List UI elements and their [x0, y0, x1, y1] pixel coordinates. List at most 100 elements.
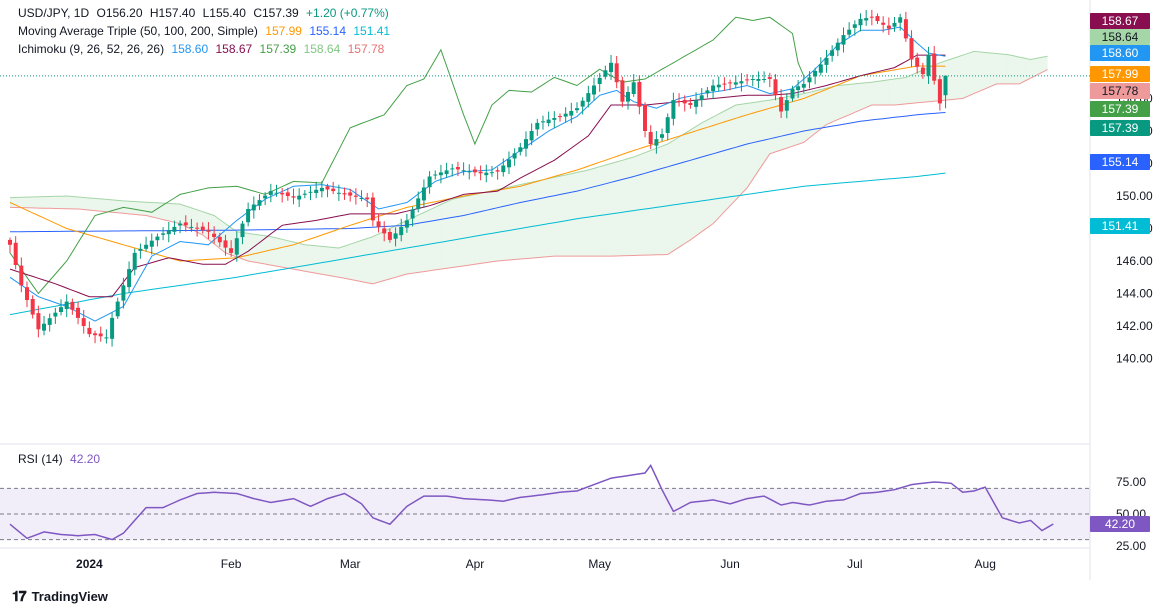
cloud-segment	[1041, 56, 1048, 73]
cloud-segment	[83, 197, 90, 211]
cloud-segment	[542, 178, 549, 258]
time-tick-label: Jun	[720, 557, 739, 571]
candle-body	[30, 299, 35, 315]
time-tick-label: Jul	[847, 557, 862, 571]
price-label-text: 158.60	[1102, 46, 1139, 60]
cloud-segment	[418, 212, 424, 273]
cloud-segment	[61, 196, 67, 209]
cloud-segment	[548, 177, 555, 257]
cloud-segment	[979, 51, 986, 92]
ma-legend[interactable]: Moving Average Triple (50, 100, 200, Sim…	[18, 24, 394, 38]
cloud-segment	[990, 53, 997, 87]
candle-body	[206, 229, 211, 232]
candle-body	[864, 18, 869, 21]
cloud-segment	[429, 207, 436, 271]
candle-body	[858, 18, 863, 26]
candle-body	[416, 198, 421, 210]
cloud-segment	[866, 82, 872, 108]
symbol-legend: USD/JPY, 1D O156.20 H157.40 L155.40 C157…	[18, 6, 393, 20]
candle-body	[767, 77, 772, 79]
candle-body	[200, 226, 205, 231]
candle-body	[399, 226, 404, 236]
candle-body	[875, 16, 880, 22]
candle-body	[614, 63, 619, 83]
cloud-segment	[72, 196, 79, 209]
candle-body	[314, 189, 319, 193]
cloud-segment	[259, 235, 266, 265]
cloud-segment	[985, 52, 991, 89]
price-label-tag	[1090, 83, 1150, 99]
candle-body	[382, 228, 387, 234]
cloud-segment	[565, 173, 572, 257]
cloud-segment	[747, 102, 753, 188]
candle-body	[308, 191, 313, 193]
candle-body	[699, 95, 704, 101]
price-label-tag	[1090, 13, 1150, 29]
price-label-tag	[1090, 120, 1150, 136]
price-tick-label: 144.00	[1116, 287, 1153, 301]
candle-body	[53, 312, 58, 317]
price-label-tag	[1090, 45, 1150, 61]
candle-body	[807, 77, 812, 83]
price-tick-label: 142.00	[1116, 319, 1153, 333]
cloud-segment	[639, 152, 646, 256]
candle-body	[353, 195, 358, 197]
cloud-segment	[214, 215, 220, 249]
low-label: L	[202, 6, 210, 20]
candle-body	[223, 240, 228, 248]
cloud-segment	[1013, 55, 1020, 84]
cloud-segment	[917, 70, 923, 103]
candle-body	[643, 104, 647, 131]
cloud-segment	[888, 79, 895, 105]
time-tick-label: May	[588, 557, 611, 571]
time-tick-label: Aug	[975, 557, 996, 571]
candle-body	[404, 220, 409, 228]
candle-body	[246, 209, 251, 223]
ichimoku-legend[interactable]: Ichimoku (9, 26, 52, 26, 26) 158.60 158.…	[18, 42, 388, 56]
cloud-segment	[628, 157, 634, 256]
cloud-segment	[860, 82, 867, 110]
cloud-segment	[44, 196, 50, 209]
candle-body	[694, 100, 699, 107]
high-value: 157.40	[158, 6, 196, 20]
cloud-segment	[287, 240, 294, 270]
cloud-segment	[316, 245, 322, 275]
cloud-segment	[503, 187, 509, 261]
tradingview-logo[interactable]: 𝟏𝟕 TradingView	[12, 588, 108, 605]
cloud-segment	[679, 133, 685, 248]
cloud-segment	[117, 200, 124, 214]
cloud-segment	[355, 240, 362, 282]
candle-body	[172, 226, 177, 232]
cloud-segment	[707, 116, 714, 228]
candle-body	[813, 70, 818, 77]
price-label-text: 157.39	[1102, 121, 1139, 135]
cloud-segment	[826, 86, 833, 125]
cloud-segment	[435, 204, 441, 270]
cloud-segment	[849, 83, 855, 115]
ichimoku-conversion-line	[9, 26, 946, 322]
candle-body	[393, 233, 398, 239]
candle-body	[597, 77, 602, 84]
candle-body	[886, 25, 891, 29]
candle-body	[98, 333, 103, 337]
candle-body	[161, 233, 166, 235]
cloud-segment	[673, 136, 680, 251]
sma200-line	[9, 172, 946, 316]
cloud-segment	[406, 217, 413, 274]
cloud-segment	[843, 84, 850, 118]
cloud-segment	[582, 170, 589, 257]
cloud-segment	[764, 100, 770, 163]
candle-body	[603, 70, 608, 77]
candle-body	[801, 83, 806, 88]
candle-body	[671, 100, 676, 119]
cloud-segment	[758, 100, 765, 171]
candle-body	[903, 19, 908, 39]
candles	[8, 9, 948, 347]
rsi-legend[interactable]: RSI (14) 42.20	[18, 452, 104, 466]
candle-body	[212, 233, 217, 237]
cloud-segment	[894, 78, 901, 105]
candle-body	[127, 269, 132, 288]
cloud-segment	[27, 196, 33, 208]
candle-body	[722, 83, 727, 85]
candle-body	[841, 35, 846, 45]
